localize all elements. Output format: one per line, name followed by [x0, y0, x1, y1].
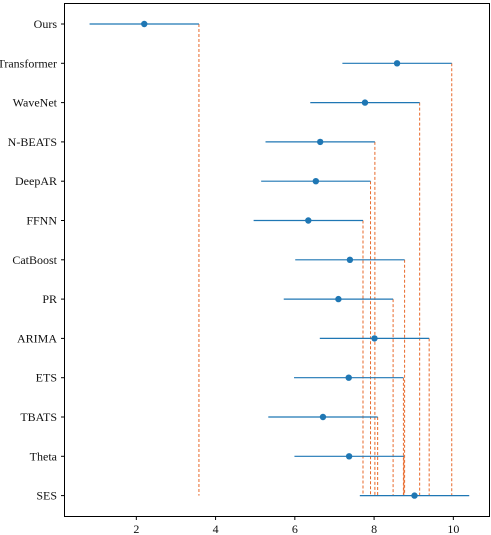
- x-tick-label: 10: [447, 522, 459, 535]
- y-tick-label: Transformer: [0, 56, 57, 70]
- y-tick-label: ETS: [36, 371, 57, 385]
- mean-rank-point: [361, 99, 369, 106]
- x-tick-label: 8: [371, 522, 377, 535]
- plot-frame: [64, 3, 490, 517]
- mean-rank-point: [371, 335, 378, 342]
- y-tick-label: WaveNet: [13, 96, 58, 110]
- x-axis: 2 4 6 8 10: [133, 516, 459, 535]
- mean-rank-point: [141, 20, 148, 28]
- y-tick-label: TBATS: [20, 410, 57, 424]
- y-tick-label: Ours: [34, 17, 58, 31]
- interval-lines: [89, 23, 470, 497]
- y-tick-label: DeepAR: [15, 174, 57, 188]
- x-tick-label: 6: [292, 522, 298, 535]
- mean-rank-point: [393, 60, 401, 67]
- mean-rank-point: [346, 256, 354, 263]
- y-tick-label: FFNN: [26, 214, 57, 228]
- y-tick-label: ARIMA: [17, 331, 57, 345]
- mean-rank-point: [312, 178, 320, 185]
- mean-rank-points: [141, 20, 418, 499]
- mean-rank-point: [305, 217, 312, 224]
- x-tick-label: 4: [213, 522, 219, 535]
- y-tick-label: CatBoost: [12, 253, 57, 267]
- mean-rank-point: [316, 138, 324, 146]
- x-tick-label: 2: [133, 522, 139, 535]
- mean-rank-point: [345, 374, 352, 381]
- mean-rank-point: [411, 492, 418, 499]
- y-axis: Ours Transformer WaveNet N-BEATS DeepAR FFNN C…: [0, 17, 65, 503]
- y-tick-label: SES: [36, 489, 57, 503]
- reference-lines: [198, 24, 453, 496]
- mean-rank-point: [345, 453, 353, 460]
- y-tick-label: PR: [42, 292, 57, 306]
- mean-rank-point: [335, 295, 342, 303]
- y-tick-label: N-BEATS: [8, 135, 57, 149]
- mean-rank-point: [319, 413, 327, 421]
- y-tick-label: Theta: [30, 449, 58, 463]
